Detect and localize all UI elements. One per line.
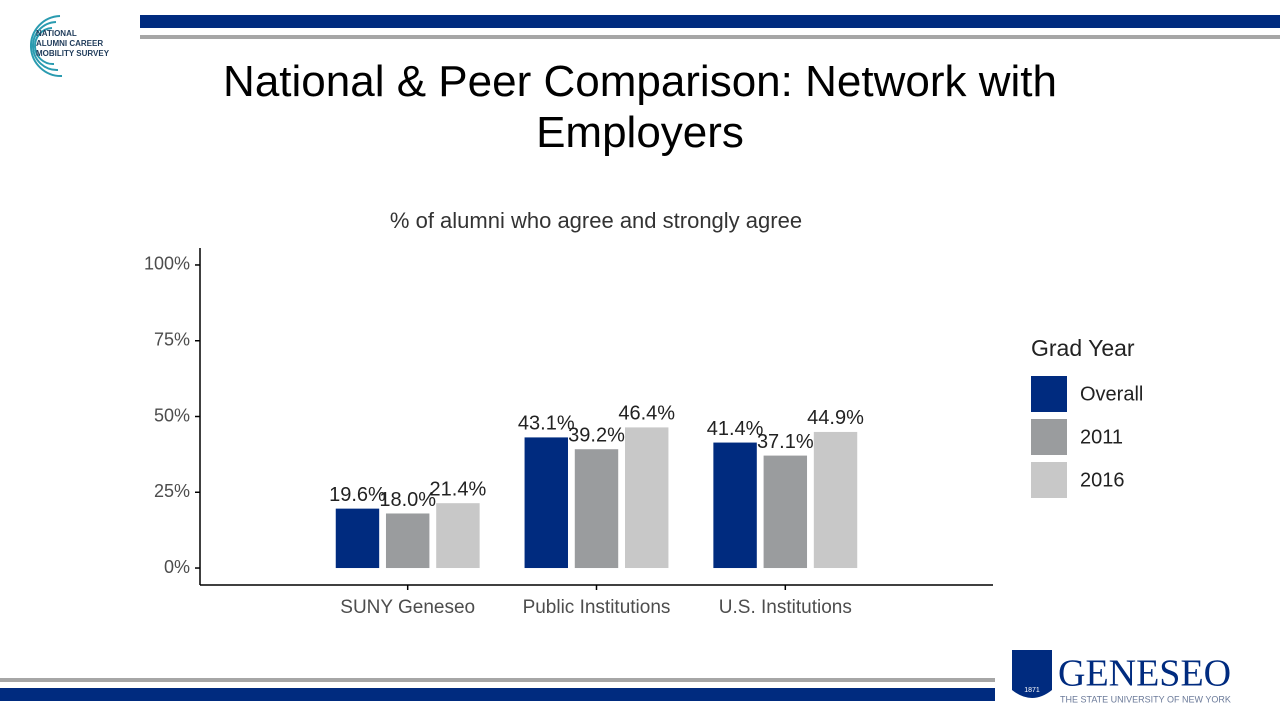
logo-text: NATIONAL: [36, 29, 77, 38]
legend-label: 2016: [1080, 469, 1125, 491]
logo-year: 1871: [1024, 687, 1040, 694]
data-label: 41.4%: [707, 418, 764, 440]
top-band: [140, 15, 1280, 28]
data-label: 37.1%: [757, 431, 814, 453]
data-label: 19.6%: [329, 484, 386, 506]
x-tick-label: U.S. Institutions: [719, 597, 852, 618]
bar: [713, 442, 757, 569]
x-tick-label: Public Institutions: [523, 597, 671, 618]
logo-text: ALUMNI CAREER: [36, 39, 103, 48]
legend-key: [1031, 419, 1067, 455]
y-tick-label: 75%: [154, 329, 190, 349]
logo-tagline: THE STATE UNIVERSITY OF NEW YORK: [1060, 694, 1231, 704]
data-label: 39.2%: [568, 425, 625, 447]
slide-title: National & Peer Comparison: Network with…: [223, 57, 1057, 157]
legend-key: [1031, 462, 1067, 498]
data-label: 44.9%: [807, 407, 864, 429]
logo-text: MOBILITY SURVEY: [36, 49, 110, 58]
y-tick-label: 25%: [154, 481, 190, 501]
bar: [763, 455, 808, 569]
y-tick-label: 100%: [144, 254, 190, 274]
bar: [574, 449, 619, 569]
data-label: 43.1%: [518, 413, 575, 435]
logo-name: GENESEO: [1058, 653, 1231, 695]
bar: [524, 437, 568, 569]
x-tick-label: SUNY Geneseo: [340, 597, 475, 618]
data-label: 46.4%: [618, 403, 675, 425]
data-label: 18.0%: [379, 489, 436, 511]
y-tick-label: 0%: [164, 557, 190, 577]
top-rule: [140, 35, 1280, 39]
bar: [813, 431, 858, 569]
bottom-band: [0, 688, 995, 701]
bottom-rule: [0, 678, 995, 682]
legend-label: Overall: [1080, 383, 1143, 405]
geneseo-shield: [1012, 650, 1052, 698]
bar: [335, 508, 380, 569]
bar: [385, 513, 430, 569]
y-tick-label: 50%: [154, 405, 190, 425]
legend-key: [1031, 376, 1067, 412]
legend-label: 2011: [1080, 426, 1123, 448]
data-label: 21.4%: [430, 478, 487, 500]
legend-title: Grad Year: [1031, 335, 1135, 361]
chart-title: % of alumni who agree and strongly agree: [390, 208, 802, 233]
survey-logo-mark: [30, 15, 63, 78]
bar: [625, 427, 669, 569]
bar: [436, 503, 480, 569]
